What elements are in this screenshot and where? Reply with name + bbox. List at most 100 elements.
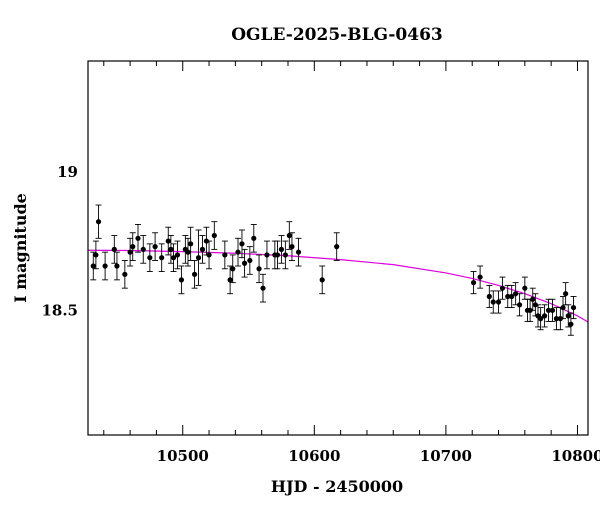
data-point: [185, 237, 191, 267]
data-point: [227, 265, 234, 295]
data-point: [165, 226, 172, 256]
data-point: [246, 246, 253, 275]
point-marker: [222, 252, 228, 258]
y-tick-label: 18.5: [41, 301, 78, 319]
data-point: [570, 296, 577, 320]
data-point: [286, 221, 293, 250]
data-point: [111, 235, 118, 264]
data-point: [121, 260, 128, 289]
point-marker: [490, 299, 496, 305]
point-marker: [195, 255, 202, 261]
point-marker: [470, 280, 477, 286]
data-point: [229, 254, 236, 284]
data-point: [535, 304, 541, 328]
point-marker: [165, 238, 171, 244]
data-point: [199, 235, 206, 264]
point-marker: [185, 249, 191, 255]
data-point: [182, 235, 189, 264]
data-point: [274, 240, 281, 270]
point-marker: [274, 252, 281, 258]
point-marker: [251, 235, 257, 241]
x-tick-label: 10700: [420, 447, 472, 465]
point-marker: [499, 285, 506, 291]
point-marker: [114, 263, 120, 269]
point-marker: [199, 246, 206, 252]
point-marker: [509, 293, 515, 300]
data-point: [319, 265, 326, 295]
model-curve-layer: [87, 249, 589, 323]
x-axis-label: HJD - 2450000: [271, 477, 403, 496]
y-axis-label: I magnitude: [11, 193, 30, 303]
data-point: [499, 276, 506, 300]
point-marker: [568, 321, 574, 327]
point-marker: [239, 241, 245, 247]
point-marker: [235, 249, 241, 255]
data-point: [490, 290, 497, 314]
point-marker: [541, 313, 548, 319]
point-marker: [278, 246, 285, 252]
data-point: [170, 243, 177, 272]
data-point: [495, 290, 502, 314]
plot-frame: [87, 60, 589, 436]
data-point: [256, 254, 263, 284]
point-marker: [256, 266, 262, 272]
point-marker: [188, 241, 194, 247]
point-marker: [477, 274, 483, 280]
data-point: [477, 265, 484, 289]
data-point: [560, 296, 566, 320]
point-marker: [549, 307, 556, 313]
point-marker: [486, 293, 492, 300]
data-point: [90, 251, 97, 281]
point-marker: [90, 263, 96, 269]
point-marker: [545, 307, 552, 313]
data-point: [278, 235, 285, 264]
data-point: [567, 312, 574, 336]
data-points-layer: [90, 204, 577, 336]
data-point: [295, 237, 302, 267]
point-marker: [170, 255, 177, 261]
data-point: [549, 298, 556, 322]
point-marker: [295, 249, 302, 255]
x-tick-label: 10500: [157, 447, 209, 465]
point-marker: [505, 293, 511, 300]
x-tick-label: 10800: [551, 447, 600, 465]
data-point: [333, 232, 340, 261]
data-point: [263, 240, 270, 270]
data-point: [146, 243, 153, 272]
point-marker: [513, 291, 519, 297]
data-point: [221, 240, 228, 270]
point-marker: [319, 277, 325, 283]
point-marker: [227, 277, 233, 283]
chart-title: OGLE-2025-BLG-0463: [231, 25, 443, 45]
point-marker: [570, 304, 577, 311]
point-marker: [122, 271, 128, 277]
data-point: [508, 284, 515, 309]
data-point: [529, 287, 536, 311]
point-marker: [260, 285, 266, 291]
data-point: [250, 224, 257, 253]
data-point: [470, 271, 477, 295]
data-point: [178, 265, 185, 295]
data-point: [516, 293, 523, 317]
data-point: [562, 282, 569, 306]
point-marker: [334, 244, 340, 250]
data-point: [260, 273, 266, 303]
data-point: [282, 240, 289, 270]
point-marker: [174, 252, 181, 258]
point-marker: [565, 313, 571, 319]
data-point: [113, 251, 120, 281]
point-marker: [282, 252, 288, 258]
point-marker: [530, 296, 536, 302]
data-point: [129, 232, 136, 261]
data-point: [127, 237, 134, 267]
point-marker: [264, 252, 270, 258]
data-point: [195, 229, 202, 286]
point-marker: [102, 263, 108, 269]
data-point: [191, 260, 198, 289]
data-point: [174, 240, 181, 270]
data-point: [187, 226, 194, 261]
data-point: [541, 304, 548, 328]
data-point: [238, 229, 245, 259]
point-marker: [159, 255, 165, 261]
